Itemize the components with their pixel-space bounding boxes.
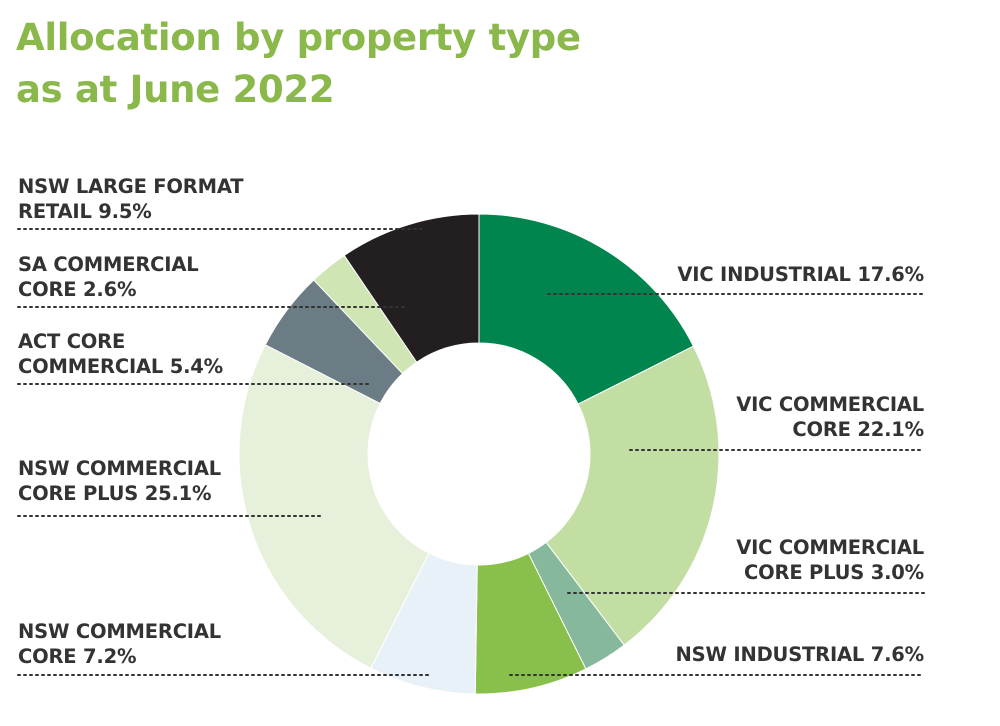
label-line: SA COMMERCIAL <box>18 253 199 276</box>
label-line: CORE 7.2% <box>18 645 137 668</box>
chart-title: Allocation by property type as at June 2… <box>16 12 581 116</box>
label-line: VIC INDUSTRIAL 17.6% <box>677 263 924 286</box>
label-nsw-commercial-core: NSW COMMERCIAL CORE 7.2% <box>18 619 221 669</box>
slice-nsw-commercial-core-plus <box>238 344 430 669</box>
label-line: VIC COMMERCIAL <box>736 393 924 416</box>
leader-lines <box>17 228 925 676</box>
slice-vic-commercial-core <box>545 345 720 646</box>
label-nsw-large-format-retail: NSW LARGE FORMAT RETAIL 9.5% <box>18 174 244 224</box>
label-nsw-industrial: NSW INDUSTRIAL 7.6% <box>675 642 925 667</box>
label-vic-commercial-core-plus: VIC COMMERCIAL CORE PLUS 3.0% <box>736 535 924 585</box>
label-vic-commercial-core: VIC COMMERCIAL CORE 22.1% <box>736 392 924 442</box>
label-line: CORE 2.6% <box>18 278 137 301</box>
label-line: CORE 22.1% <box>792 418 924 441</box>
label-nsw-commercial-core-plus: NSW COMMERCIAL CORE PLUS 25.1% <box>18 456 221 506</box>
label-vic-industrial: VIC INDUSTRIAL 17.6% <box>677 262 924 287</box>
chart-title-line1: Allocation by property type <box>16 16 581 59</box>
label-line: NSW LARGE FORMAT <box>18 175 244 198</box>
label-line: NSW COMMERCIAL <box>18 457 221 480</box>
chart-title-line2: as at June 2022 <box>16 68 335 111</box>
label-line: CORE PLUS 3.0% <box>744 561 924 584</box>
slice-nsw-large-format-retail <box>343 213 480 363</box>
label-line: NSW INDUSTRIAL 7.6% <box>675 643 925 666</box>
label-line: RETAIL 9.5% <box>18 200 152 223</box>
label-sa-commercial-core: SA COMMERCIAL CORE 2.6% <box>18 252 199 302</box>
label-act-core-commercial: ACT CORE COMMERCIAL 5.4% <box>18 329 223 379</box>
label-line: ACT CORE <box>18 330 126 353</box>
label-line: CORE PLUS 25.1% <box>18 482 212 505</box>
label-line: COMMERCIAL 5.4% <box>18 355 223 378</box>
slice-vic-industrial <box>478 213 695 405</box>
donut-slices <box>238 213 720 695</box>
label-line: NSW COMMERCIAL <box>18 620 221 643</box>
label-line: VIC COMMERCIAL <box>736 536 924 559</box>
